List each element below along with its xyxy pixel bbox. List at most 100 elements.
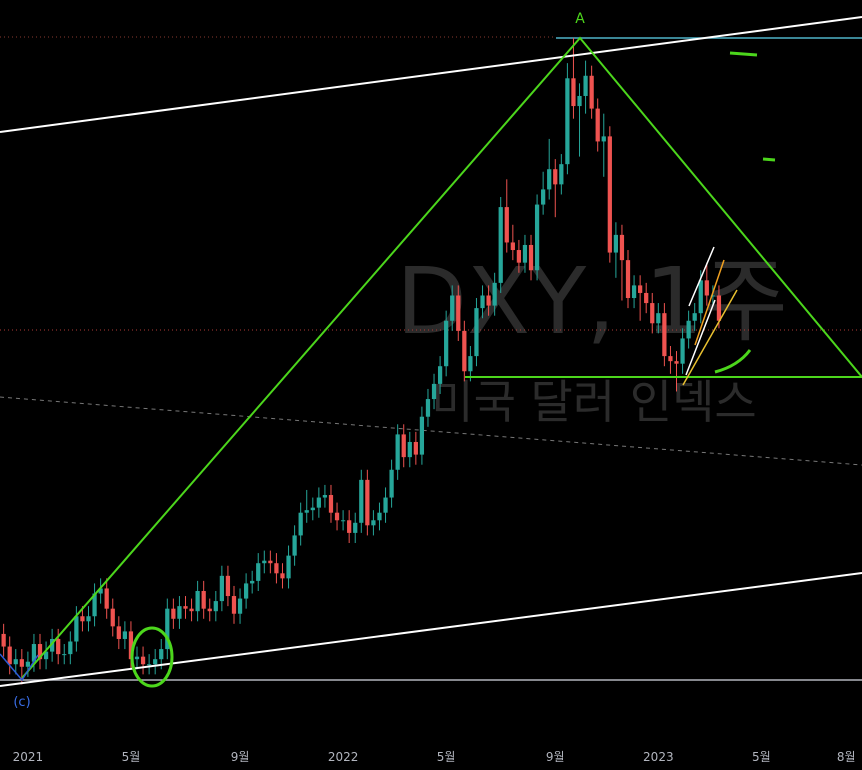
candle-body (389, 469, 394, 498)
marker-stroke (729, 51, 758, 57)
candle-body (31, 644, 37, 662)
candle-body (431, 383, 437, 400)
candle-body (680, 338, 685, 364)
candle-body (37, 644, 43, 660)
candle-body (437, 366, 443, 384)
x-tick-label: 2022 (328, 750, 359, 764)
candle-body (607, 136, 612, 253)
candle-body (589, 75, 594, 109)
candle-body (268, 560, 273, 564)
trend-line (682, 289, 738, 386)
candle-body (74, 616, 79, 642)
candle-body (189, 608, 194, 612)
candle-body (347, 520, 352, 533)
candle-body (243, 583, 249, 599)
candle-body (516, 250, 522, 263)
x-tick-label: 9월 (546, 750, 565, 764)
candle-body (340, 520, 346, 522)
candle-body (498, 207, 503, 283)
candle-body (140, 656, 146, 665)
candle-body (68, 641, 73, 655)
candle-body (425, 399, 431, 417)
candle-body (80, 616, 85, 622)
candle-body (631, 285, 637, 299)
candle-body (638, 285, 643, 293)
candle-body (237, 598, 243, 614)
drawings: A (c) (0, 11, 862, 710)
candle-body (468, 356, 473, 372)
wave-label: (c) (13, 695, 30, 710)
candle-body (122, 631, 127, 639)
candle-body (407, 441, 412, 458)
candle-body (371, 520, 376, 526)
x-axis: 2021 5월 9월 2022 5월 9월 2023 5월 8월 (13, 750, 856, 764)
candle-body (207, 608, 212, 612)
candle-body (644, 292, 649, 304)
candle-body (686, 320, 691, 339)
watermark: DXY, 1주 미국 달러 인덱스 (396, 248, 788, 429)
candle-body (250, 580, 255, 584)
candle-body (134, 656, 140, 660)
candle-body (625, 260, 631, 299)
candle-body (571, 78, 576, 107)
candle-body (256, 563, 261, 581)
candle-body (444, 320, 449, 367)
x-tick-label: 9월 (231, 750, 250, 764)
candle-body (274, 563, 279, 574)
candle-body (50, 638, 55, 652)
candle-body (656, 313, 661, 324)
x-tick-label: 2023 (643, 750, 674, 764)
candle-body (62, 654, 67, 656)
candle-body (710, 295, 715, 297)
candle-body (1, 633, 6, 647)
channel-line (0, 572, 862, 687)
candle-body (692, 313, 697, 321)
candle-body (595, 108, 600, 142)
candle-body (165, 608, 170, 650)
candle-body (547, 169, 552, 190)
candle-body (177, 606, 182, 619)
candle-body (553, 169, 558, 185)
candle-body (128, 631, 134, 660)
candle-body (56, 638, 61, 655)
candle-body (401, 434, 406, 458)
candle-body (698, 280, 703, 314)
candle-body (565, 78, 570, 165)
candle-body (153, 659, 158, 665)
candle-body (377, 512, 382, 521)
candle-body (19, 659, 24, 667)
candle-body (104, 588, 109, 609)
candle-body (619, 234, 625, 261)
candle-body (262, 560, 267, 564)
candle-body (25, 661, 31, 667)
marker-stroke (714, 349, 752, 374)
candle-body (583, 75, 588, 96)
candle-body (365, 479, 370, 526)
candle-body (316, 497, 321, 508)
triangle-line (21, 36, 862, 679)
candle-body (110, 608, 115, 627)
candle-body (92, 593, 97, 617)
candle-body (147, 664, 152, 666)
candle-body (7, 646, 12, 665)
circle-highlight (130, 626, 174, 688)
candle-body (462, 330, 467, 372)
x-tick-label: 8월 (837, 750, 856, 764)
candle-body (292, 535, 297, 556)
candle-body (662, 313, 667, 357)
trend-line (688, 246, 715, 307)
candle-body (98, 588, 103, 594)
candle-body (304, 510, 309, 513)
candle-body (286, 555, 291, 579)
candle-body (280, 573, 285, 579)
candle-body (704, 280, 709, 296)
candle-body (716, 295, 722, 321)
candle-body (504, 207, 509, 243)
x-tick-label: 5월 (752, 750, 771, 764)
candle-body (534, 204, 540, 271)
candle-body (359, 479, 364, 523)
candle-body (231, 596, 237, 614)
